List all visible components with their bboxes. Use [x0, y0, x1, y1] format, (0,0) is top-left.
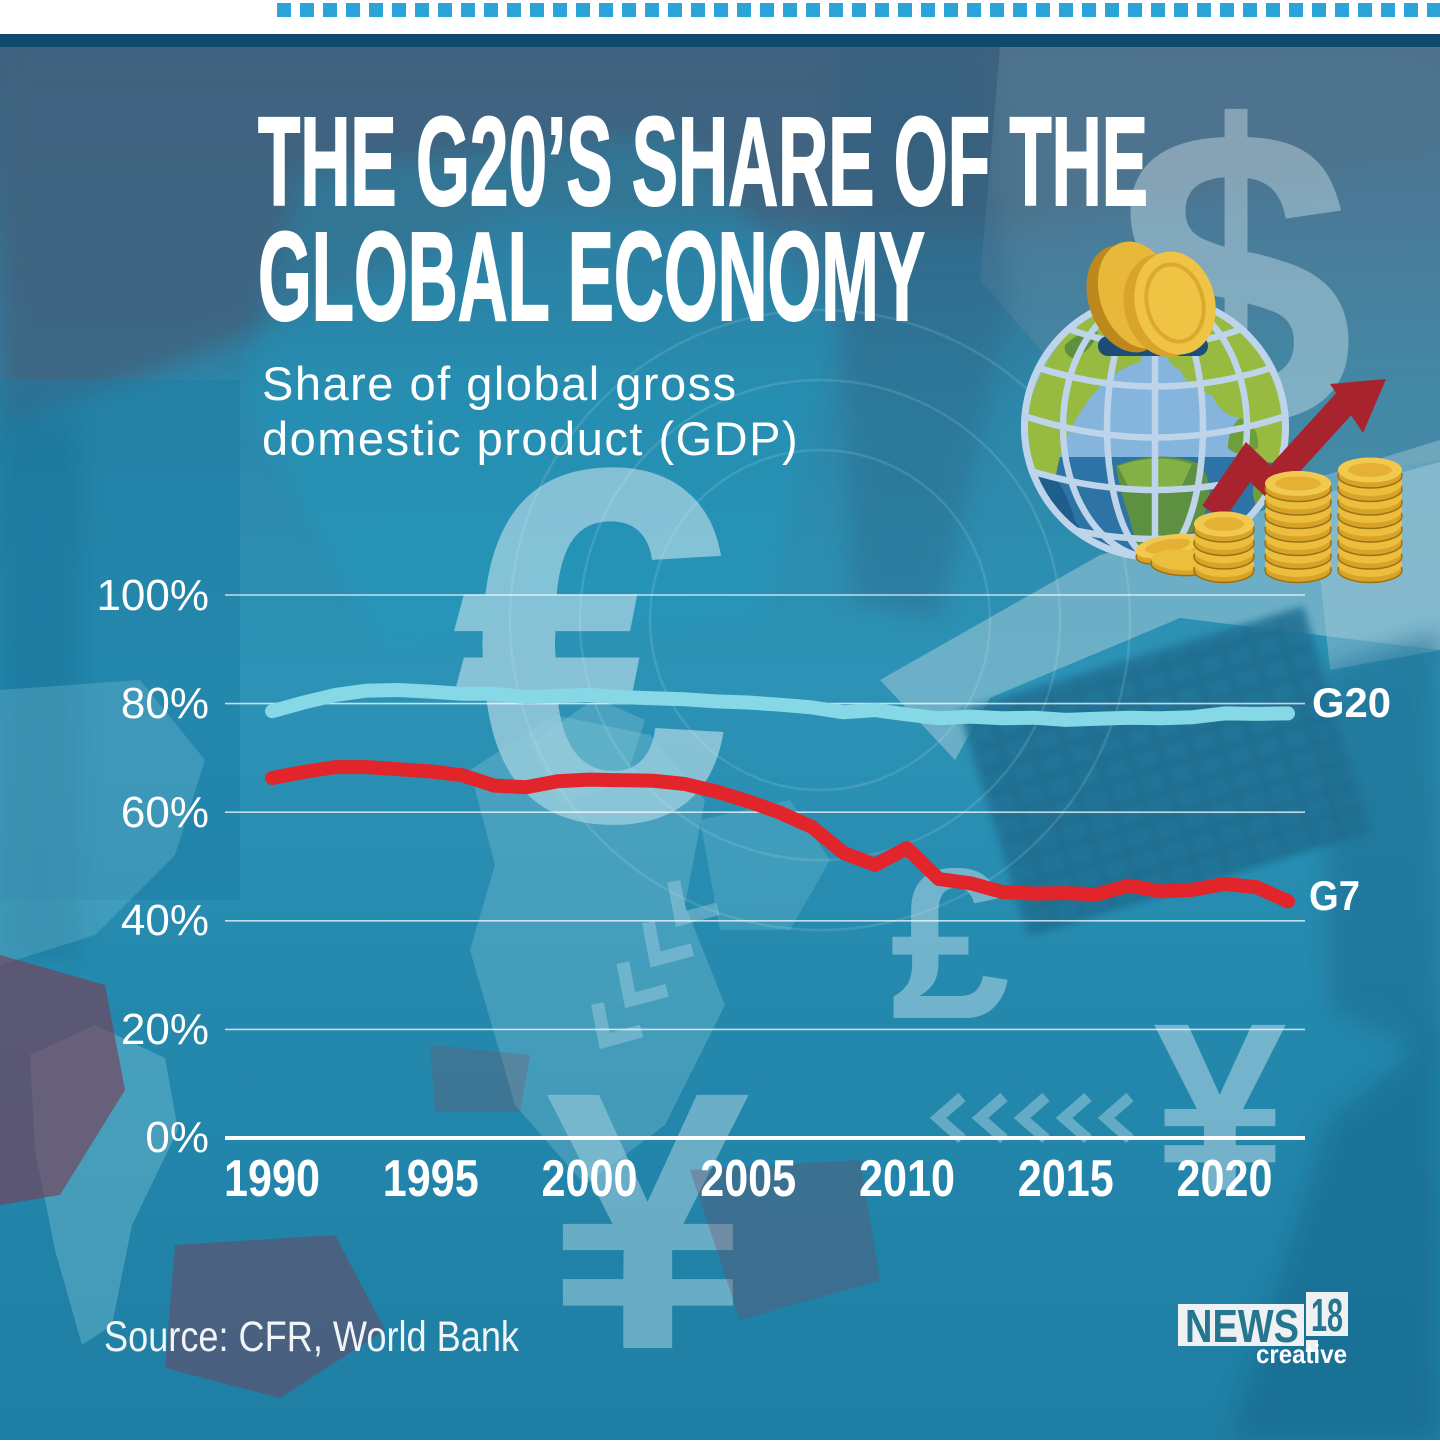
svg-text:€: € — [452, 364, 733, 928]
svg-text:Source: CFR, World Bank: Source: CFR, World Bank — [104, 1313, 519, 1361]
svg-text:1995: 1995 — [383, 1150, 479, 1208]
svg-text:£: £ — [890, 823, 1010, 1064]
svg-text:NEWS: NEWS — [1185, 1300, 1299, 1352]
svg-text:2005: 2005 — [700, 1150, 796, 1208]
svg-text:GLOBAL ECONOMY: GLOBAL ECONOMY — [258, 206, 925, 347]
svg-text:2015: 2015 — [1018, 1150, 1114, 1208]
svg-text:2020: 2020 — [1177, 1150, 1273, 1208]
svg-text:100%: 100% — [96, 571, 209, 620]
svg-text:1990: 1990 — [224, 1150, 320, 1208]
svg-text:domestic product (GDP): domestic product (GDP) — [262, 412, 799, 465]
svg-text:2000: 2000 — [542, 1150, 638, 1208]
svg-text:THE G20’S SHARE OF THE: THE G20’S SHARE OF THE — [258, 91, 1148, 232]
svg-text:2010: 2010 — [859, 1150, 955, 1208]
svg-text:18: 18 — [1311, 1289, 1343, 1341]
svg-text:creative: creative — [1256, 1339, 1347, 1369]
svg-text:G7: G7 — [1309, 872, 1360, 919]
svg-text:Share of global gross: Share of global gross — [262, 357, 738, 410]
svg-text:20%: 20% — [121, 1005, 209, 1054]
svg-text:80%: 80% — [121, 679, 209, 728]
svg-text:40%: 40% — [121, 896, 209, 945]
svg-text:G20: G20 — [1312, 679, 1391, 726]
svg-text:0%: 0% — [145, 1113, 209, 1162]
svg-text:60%: 60% — [121, 788, 209, 837]
svg-text:¥: ¥ — [546, 1015, 753, 1426]
svg-text:¥: ¥ — [1153, 973, 1286, 1241]
